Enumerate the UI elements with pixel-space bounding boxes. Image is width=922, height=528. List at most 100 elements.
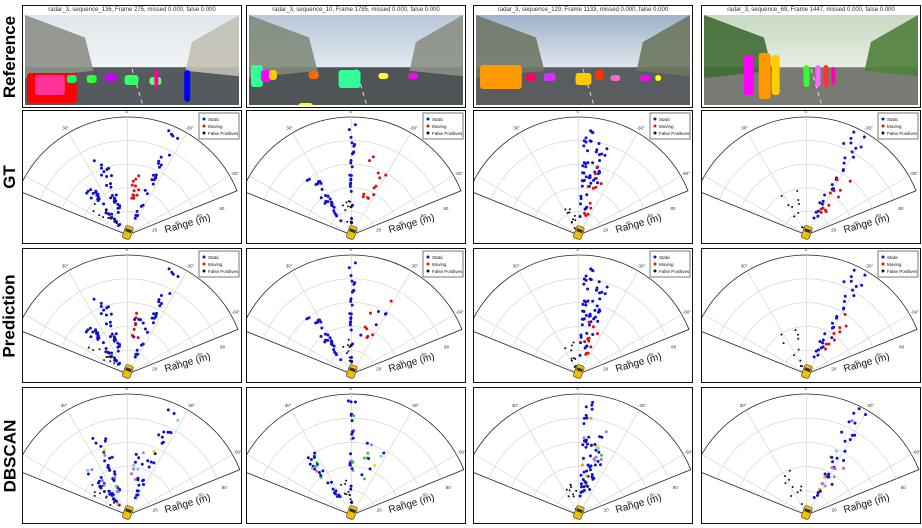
range-axis-label: Range (m) [842, 492, 890, 516]
legend-static: Static [432, 255, 444, 260]
ego-vehicle-icon [122, 364, 134, 379]
angle-tick-label: -30° [411, 403, 420, 408]
dbscan-radar-panel-4: 60°30°0°-30°-60°20406080100Range (m) [701, 387, 921, 524]
angle-tick-label: 30° [512, 403, 519, 408]
legend-moving: Moving [432, 124, 447, 129]
range-tick-label: 80 [220, 345, 226, 350]
row-label-text: Prediction [0, 273, 19, 358]
angle-tick-label: -60° [231, 171, 240, 176]
range-axis-label: Range (m) [163, 351, 211, 375]
legend-moving: Moving [659, 124, 674, 129]
angle-tick-label: 0° [125, 111, 130, 114]
row-label-text: DBSCAN [0, 419, 20, 492]
legend-moving: Moving [208, 262, 223, 267]
range-axis-label: Range (m) [387, 492, 435, 516]
camera-image [476, 15, 690, 105]
angle-tick-label: 0° [349, 249, 354, 252]
range-tick-label: 80 [443, 206, 449, 211]
angle-tick-label: 60° [247, 171, 248, 176]
range-tick-label: 80 [446, 485, 452, 490]
angle-tick-label: -30° [864, 126, 873, 131]
legend-moving: Moving [432, 262, 447, 267]
angle-tick-label: 30° [286, 264, 293, 269]
angle-tick-label: 0° [125, 249, 130, 252]
dbscan-radar-panel-1: 60°30°0°-30°-60°20406080100Range (m) [22, 387, 242, 524]
angle-tick-label: 0° [576, 249, 581, 252]
radar-points [564, 129, 609, 230]
range-tick-label: 20 [832, 508, 838, 513]
angle-tick-label: 0° [349, 111, 354, 114]
range-tick-label: 40 [176, 500, 182, 505]
range-tick-label: 80 [222, 485, 228, 490]
radar-points [84, 267, 180, 366]
range-tick-label: 20 [376, 228, 382, 233]
reference-panel-4: radar_3, sequence_69, Frame 1447, missed… [701, 5, 921, 108]
range-tick-label: 60 [878, 493, 884, 498]
range-tick-label: 60 [649, 352, 655, 357]
legend-static: Static [432, 117, 444, 122]
legend-static: Static [887, 255, 899, 260]
legend: Static Moving False Positives [422, 250, 464, 278]
legend: Static Moving False Positives [877, 112, 919, 140]
angle-tick-label: -60° [457, 450, 465, 455]
angle-tick-label: -30° [187, 403, 196, 408]
radar-points [305, 123, 388, 225]
camera-image [25, 15, 239, 105]
range-tick-label: 80 [444, 345, 450, 350]
angle-tick-label: -30° [636, 126, 645, 131]
dbscan-radar-panel-3: 60°30°0°-30°-60°20406080100Range (m) [473, 387, 693, 524]
angle-tick-label: -60° [911, 310, 920, 315]
ego-vehicle-icon [346, 225, 358, 240]
range-tick-label: 40 [399, 359, 405, 364]
prediction-radar-panel-1: 60°30°0°-30°-60°20406080100Range (m)Stat… [22, 248, 242, 383]
angle-tick-label: -30° [410, 264, 419, 269]
range-tick-label: 60 [422, 352, 428, 357]
reference-title: radar_3, sequence_10, Frame 1785, missed… [247, 6, 465, 15]
legend-moving: Moving [887, 124, 902, 129]
angle-tick-label: -60° [232, 310, 241, 315]
angle-tick-label: 30° [741, 126, 748, 131]
radar-points [564, 267, 609, 369]
ego-vehicle-icon [573, 364, 585, 379]
gt-radar-panel-2: 60°30°0°-30°-60°20406080100Range (m)Stat… [246, 110, 466, 244]
angle-tick-label: -60° [684, 450, 692, 455]
radar-points [780, 130, 866, 229]
legend: Static Moving False Positives [198, 250, 240, 278]
radar-points [783, 407, 867, 505]
ego-vehicle-icon [346, 505, 358, 520]
legend: Static Moving False Positives [649, 250, 691, 278]
range-tick-label: 80 [899, 345, 905, 350]
legend-static: Static [887, 117, 899, 122]
angle-tick-label: 30° [62, 264, 69, 269]
range-tick-label: 80 [898, 206, 904, 211]
angle-tick-label: 30° [740, 403, 747, 408]
angle-tick-label: -30° [866, 403, 875, 408]
radar-points [565, 400, 608, 510]
angle-tick-label: 60° [23, 171, 24, 176]
radar-points [85, 129, 180, 227]
range-tick-label: 80 [901, 485, 907, 490]
range-tick-label: 40 [399, 220, 405, 225]
angle-tick-label: 30° [513, 126, 520, 131]
angle-tick-label: -30° [186, 264, 195, 269]
angle-tick-label: 30° [61, 403, 68, 408]
ego-vehicle-icon [122, 505, 134, 520]
legend-false_positives: False Positives [887, 131, 918, 136]
range-tick-label: 60 [648, 213, 654, 218]
angle-tick-label: 30° [62, 126, 69, 131]
range-tick-label: 20 [376, 367, 382, 372]
range-tick-label: 40 [175, 220, 181, 225]
row-label-dbscan: DBSCAN [0, 387, 20, 524]
range-tick-label: 20 [152, 367, 158, 372]
range-tick-label: 60 [877, 352, 883, 357]
reference-title: radar_3, sequence_136, Frame 275, missed… [23, 6, 241, 15]
angle-tick-label: 0° [576, 111, 581, 114]
angle-tick-label: -60° [682, 171, 691, 176]
legend-false_positives: False Positives [659, 269, 690, 274]
legend-moving: Moving [887, 262, 902, 267]
range-tick-label: 40 [626, 359, 632, 364]
range-tick-label: 20 [604, 508, 610, 513]
range-tick-label: 80 [673, 485, 679, 490]
angle-tick-label: -30° [637, 264, 646, 269]
range-tick-label: 80 [670, 206, 676, 211]
